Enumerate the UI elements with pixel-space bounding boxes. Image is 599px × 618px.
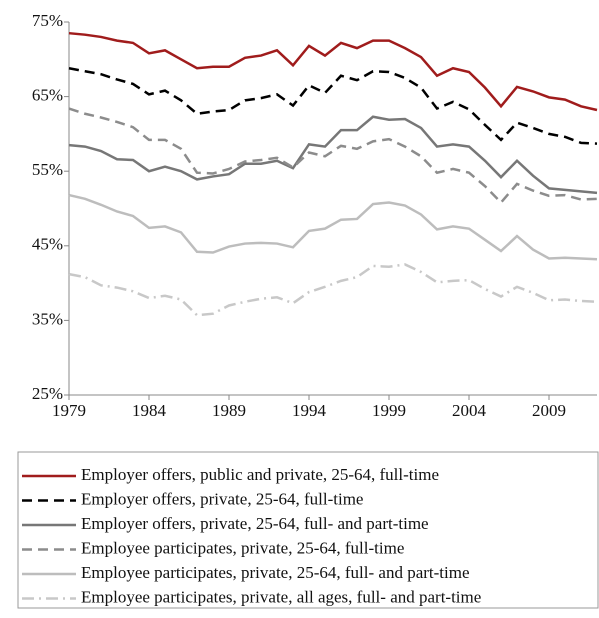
- x-tick-label: 1979: [52, 401, 86, 420]
- series-line: [68, 67, 598, 145]
- legend-label: Employer offers, private, 25-64, full- a…: [81, 514, 429, 533]
- legend-label: Employee participates, private, all ages…: [81, 587, 481, 606]
- x-tick-label: 2009: [532, 401, 566, 420]
- series-line: [68, 193, 598, 261]
- y-tick-label: 45%: [32, 235, 63, 254]
- x-tick-label: 1994: [292, 401, 327, 420]
- legend-label: Employer offers, private, 25-64, full-ti…: [81, 489, 363, 508]
- series-line: [68, 107, 598, 205]
- series-line: [68, 115, 598, 195]
- legend-box: [17, 451, 599, 609]
- series-line: [68, 31, 598, 112]
- legend-label: Employee participates, private, 25-64, f…: [81, 563, 470, 582]
- x-tick-label: 2004: [452, 401, 487, 420]
- series-line: [68, 263, 598, 317]
- x-tick-label: 1984: [132, 401, 167, 420]
- legend-label: Employer offers, public and private, 25-…: [81, 465, 439, 484]
- y-tick-label: 35%: [32, 309, 63, 328]
- y-tick-label: 75%: [32, 11, 63, 30]
- y-tick-label: 25%: [32, 384, 63, 403]
- x-tick-label: 1999: [372, 401, 406, 420]
- legend-label: Employee participates, private, 25-64, f…: [81, 538, 404, 557]
- y-tick-label: 55%: [32, 160, 63, 179]
- y-tick-label: 65%: [32, 86, 63, 105]
- x-tick-label: 1989: [212, 401, 246, 420]
